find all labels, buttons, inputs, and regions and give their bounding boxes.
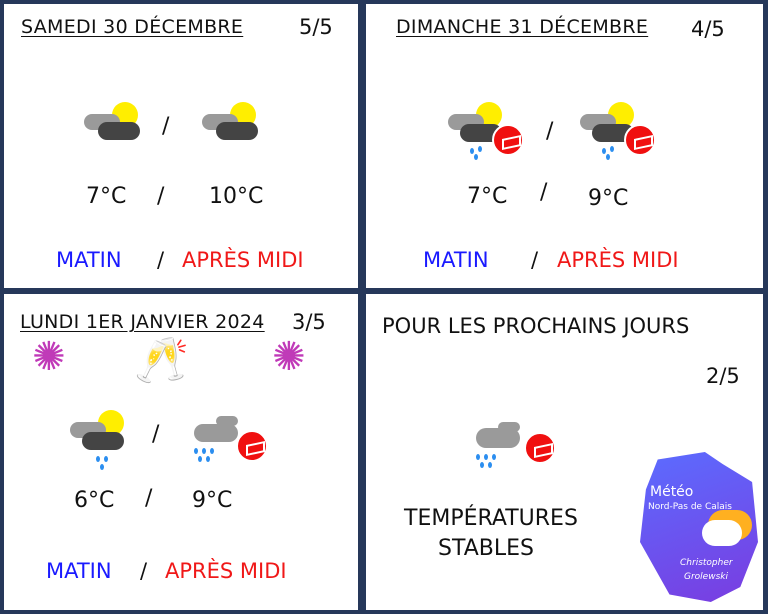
sun-cloud-rain-icon bbox=[68, 410, 148, 470]
slash: / bbox=[152, 422, 160, 447]
outlook-line2: STABLES bbox=[438, 536, 534, 561]
label-morning: MATIN bbox=[423, 248, 489, 272]
slash: / bbox=[546, 119, 554, 144]
temp-afternoon: 10°C bbox=[209, 184, 264, 209]
slash: / bbox=[145, 486, 153, 511]
temp-morning: 7°C bbox=[467, 184, 508, 209]
rain-wind-icon bbox=[472, 418, 556, 478]
logo-author2: Grolewski bbox=[684, 572, 728, 582]
temp-morning: 7°C bbox=[86, 184, 127, 209]
slash: / bbox=[157, 248, 165, 272]
sun-cloud-icon bbox=[702, 520, 742, 546]
outlook-line1: TEMPÉRATURES bbox=[404, 506, 578, 531]
temp-morning: 6°C bbox=[74, 488, 115, 513]
slash: / bbox=[140, 559, 148, 583]
slash: / bbox=[162, 114, 170, 139]
day-score: 4/5 bbox=[691, 17, 725, 41]
label-morning: MATIN bbox=[56, 248, 122, 272]
outlook-score: 2/5 bbox=[706, 364, 740, 388]
slash: / bbox=[531, 248, 539, 272]
champagne-icon: 🥂 bbox=[134, 335, 189, 386]
sun-cloud-icon bbox=[200, 102, 280, 162]
day-panel-saturday: SAMEDI 30 DÉCEMBRE 5/5 / 7°C / 10°C MATI… bbox=[4, 4, 358, 288]
meteo-logo: Météo Nord-Pas de Calais Christopher Gro… bbox=[640, 452, 758, 602]
label-afternoon: APRÈS MIDI bbox=[165, 559, 287, 583]
day-panel-monday: LUNDI 1ER JANVIER 2024 3/5 ✺ 🥂 ✺ / 6°C /… bbox=[4, 294, 358, 610]
label-afternoon: APRÈS MIDI bbox=[557, 248, 679, 272]
day-score: 5/5 bbox=[299, 15, 333, 39]
fireworks-icon: ✺ bbox=[32, 334, 66, 380]
logo-subtitle: Nord-Pas de Calais bbox=[648, 502, 732, 512]
sun-cloud-rain-wind-icon bbox=[578, 102, 658, 162]
outlook-panel: POUR LES PROCHAINS JOURS 2/5 TEMPÉRATURE… bbox=[366, 294, 763, 610]
day-title: SAMEDI 30 DÉCEMBRE bbox=[21, 16, 244, 38]
label-afternoon: APRÈS MIDI bbox=[182, 248, 304, 272]
temp-afternoon: 9°C bbox=[192, 488, 233, 513]
sun-cloud-rain-wind-icon bbox=[446, 102, 526, 162]
label-morning: MATIN bbox=[46, 559, 112, 583]
outlook-title: POUR LES PROCHAINS JOURS bbox=[382, 314, 690, 338]
rain-wind-icon bbox=[190, 412, 270, 472]
slash: / bbox=[157, 184, 165, 209]
fireworks-icon: ✺ bbox=[272, 334, 306, 380]
day-title: LUNDI 1ER JANVIER 2024 bbox=[20, 311, 265, 333]
day-panel-sunday: DIMANCHE 31 DÉCEMBRE 4/5 / 7°C / 9°C MAT… bbox=[366, 4, 763, 288]
day-score: 3/5 bbox=[292, 310, 326, 334]
slash: / bbox=[540, 180, 548, 205]
logo-author1: Christopher bbox=[680, 558, 733, 568]
day-title: DIMANCHE 31 DÉCEMBRE bbox=[396, 16, 649, 38]
logo-title: Météo bbox=[650, 484, 694, 500]
temp-afternoon: 9°C bbox=[588, 186, 629, 211]
sun-cloud-icon bbox=[82, 102, 162, 162]
